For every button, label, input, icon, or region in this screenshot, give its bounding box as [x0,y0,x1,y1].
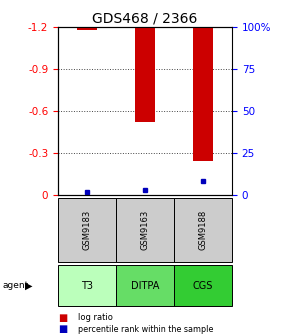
Bar [77,27,97,30]
Text: T3: T3 [81,281,93,291]
Title: GDS468 / 2366: GDS468 / 2366 [92,12,198,26]
Text: log ratio: log ratio [78,313,113,322]
Text: GSM9163: GSM9163 [140,210,150,250]
Text: GSM9188: GSM9188 [198,210,208,250]
Text: ▶: ▶ [25,281,32,291]
Text: DITPA: DITPA [131,281,159,291]
Text: CGS: CGS [193,281,213,291]
Text: ■: ■ [58,312,67,323]
Text: agent: agent [3,281,29,290]
Text: percentile rank within the sample: percentile rank within the sample [78,325,214,334]
Bar [135,27,155,122]
Text: GSM9183: GSM9183 [82,210,92,250]
Bar [193,27,213,161]
Text: ■: ■ [58,324,67,334]
